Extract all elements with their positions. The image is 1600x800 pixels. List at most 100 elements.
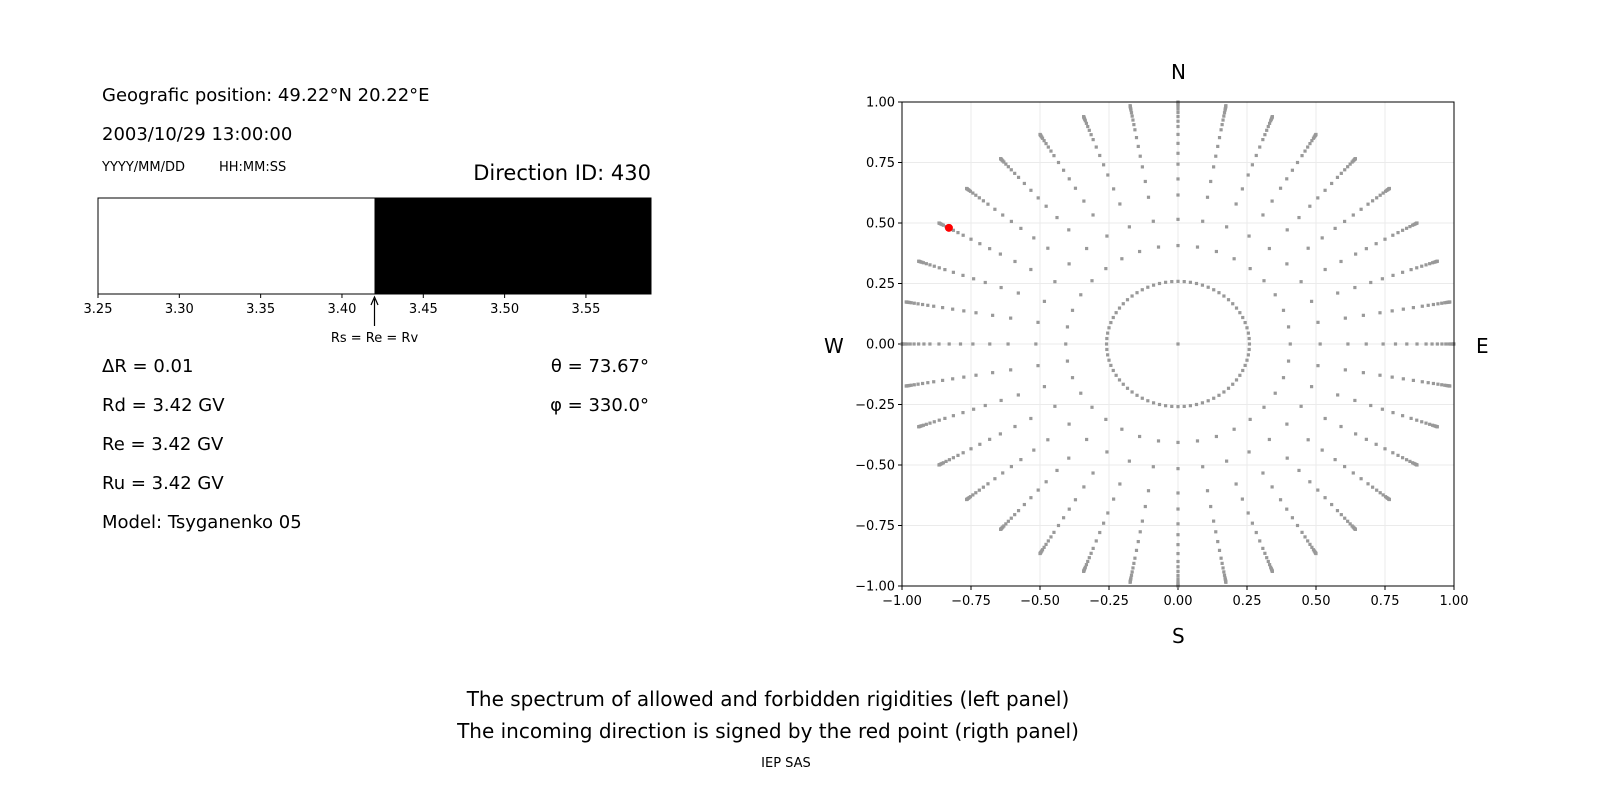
direction-point xyxy=(951,307,955,311)
direction-point xyxy=(1266,124,1270,129)
direction-point xyxy=(965,497,969,502)
direction-point xyxy=(1381,191,1385,195)
direction-point xyxy=(1383,237,1387,241)
direction-point xyxy=(1217,548,1222,552)
direction-point xyxy=(1348,522,1352,526)
direction-point xyxy=(1120,427,1124,431)
direction-point xyxy=(1131,566,1135,570)
direction-point xyxy=(1420,420,1424,424)
direction-point xyxy=(1316,364,1320,368)
direction-point xyxy=(1387,186,1391,191)
direction-point xyxy=(1214,530,1218,534)
direction-point xyxy=(1343,316,1347,320)
direction-point xyxy=(951,456,955,460)
direction-point xyxy=(999,285,1003,290)
direction-point xyxy=(1140,165,1144,169)
direction-point xyxy=(1431,302,1436,307)
x-tick-label: 3.30 xyxy=(165,302,194,317)
direction-point xyxy=(926,303,930,307)
direction-point xyxy=(1214,154,1218,158)
direction-point xyxy=(1364,247,1368,251)
direction-point xyxy=(1222,111,1227,115)
x-tick-label: 0.00 xyxy=(1164,594,1193,609)
direction-point xyxy=(1281,376,1286,380)
direction-point xyxy=(1245,358,1249,362)
direction-point xyxy=(1314,132,1318,137)
direction-point xyxy=(1339,171,1343,175)
x-tick-label: −0.50 xyxy=(1020,594,1060,609)
direction-point xyxy=(1176,405,1180,409)
direction-point xyxy=(1016,291,1020,295)
direction-point xyxy=(1056,160,1061,165)
x-tick-label: 0.25 xyxy=(1233,594,1262,609)
direction-point xyxy=(1353,398,1357,403)
direction-point xyxy=(1176,491,1180,495)
date-format-label: YYYY/MM/DD xyxy=(102,160,185,175)
direction-point xyxy=(937,342,941,346)
direction-point xyxy=(961,273,965,277)
y-tick-label: −0.75 xyxy=(855,519,895,534)
direction-point xyxy=(1146,489,1151,493)
direction-point xyxy=(924,262,928,266)
direction-point xyxy=(1435,342,1439,346)
delta-r: ΔR = 0.01 xyxy=(102,356,194,377)
direction-point xyxy=(1443,383,1447,387)
direction-point xyxy=(1176,177,1180,181)
direction-point xyxy=(986,202,990,206)
direction-point xyxy=(1267,121,1272,125)
y-tick-label: 0.25 xyxy=(866,277,895,292)
direction-point xyxy=(1009,316,1013,320)
direction-point xyxy=(1176,467,1180,471)
direction-point xyxy=(1310,139,1314,143)
direction-point xyxy=(1087,556,1091,560)
direction-point xyxy=(1308,204,1312,208)
direction-point xyxy=(1209,179,1213,184)
direction-point xyxy=(1176,559,1180,564)
model-label: Model: Tsyganenko 05 xyxy=(102,512,302,533)
direction-point xyxy=(905,342,909,346)
direction-point xyxy=(1056,523,1061,528)
direction-point xyxy=(1107,326,1111,330)
caption-line-1: The spectrum of allowed and forbidden ri… xyxy=(466,687,1070,711)
direction-point xyxy=(1281,308,1286,312)
direction-point xyxy=(1361,313,1365,317)
direction-point xyxy=(1254,530,1258,535)
direction-point xyxy=(1151,401,1156,405)
direction-point xyxy=(1109,363,1113,368)
direction-point xyxy=(1055,215,1059,220)
direction-point xyxy=(1112,497,1116,501)
direction-point xyxy=(1121,382,1125,386)
direction-point xyxy=(1013,259,1017,264)
direction-point xyxy=(1408,459,1412,464)
direction-point xyxy=(978,442,982,446)
direction-point xyxy=(1330,181,1334,186)
direction-point xyxy=(1320,448,1324,452)
direction-point xyxy=(1263,133,1267,137)
direction-point xyxy=(1232,257,1236,261)
direction-point xyxy=(1364,437,1368,441)
direction-point xyxy=(1117,378,1122,382)
direction-point xyxy=(1415,418,1419,422)
direction-point xyxy=(1222,573,1227,577)
direction-point xyxy=(1134,548,1139,552)
direction-point xyxy=(1086,124,1090,129)
direction-point xyxy=(1013,171,1017,175)
direction-point xyxy=(1443,301,1447,305)
direction-point xyxy=(1098,530,1102,535)
direction-point xyxy=(1112,187,1116,191)
direction-point xyxy=(1295,160,1300,165)
x-tick-label: 3.55 xyxy=(571,302,600,317)
direction-point xyxy=(1219,556,1223,560)
direction-point xyxy=(956,231,960,235)
direction-point xyxy=(908,342,912,346)
direction-point xyxy=(1409,416,1413,420)
direction-point xyxy=(1428,422,1432,426)
direction-point xyxy=(1151,283,1156,287)
direction-point xyxy=(1036,196,1040,200)
direction-point xyxy=(1009,464,1013,469)
direction-point xyxy=(1052,530,1056,534)
annotation-label: Rs = Re = Rv xyxy=(331,331,419,346)
direction-point xyxy=(1133,556,1137,560)
direction-point xyxy=(971,191,975,195)
direction-point xyxy=(1387,497,1391,502)
